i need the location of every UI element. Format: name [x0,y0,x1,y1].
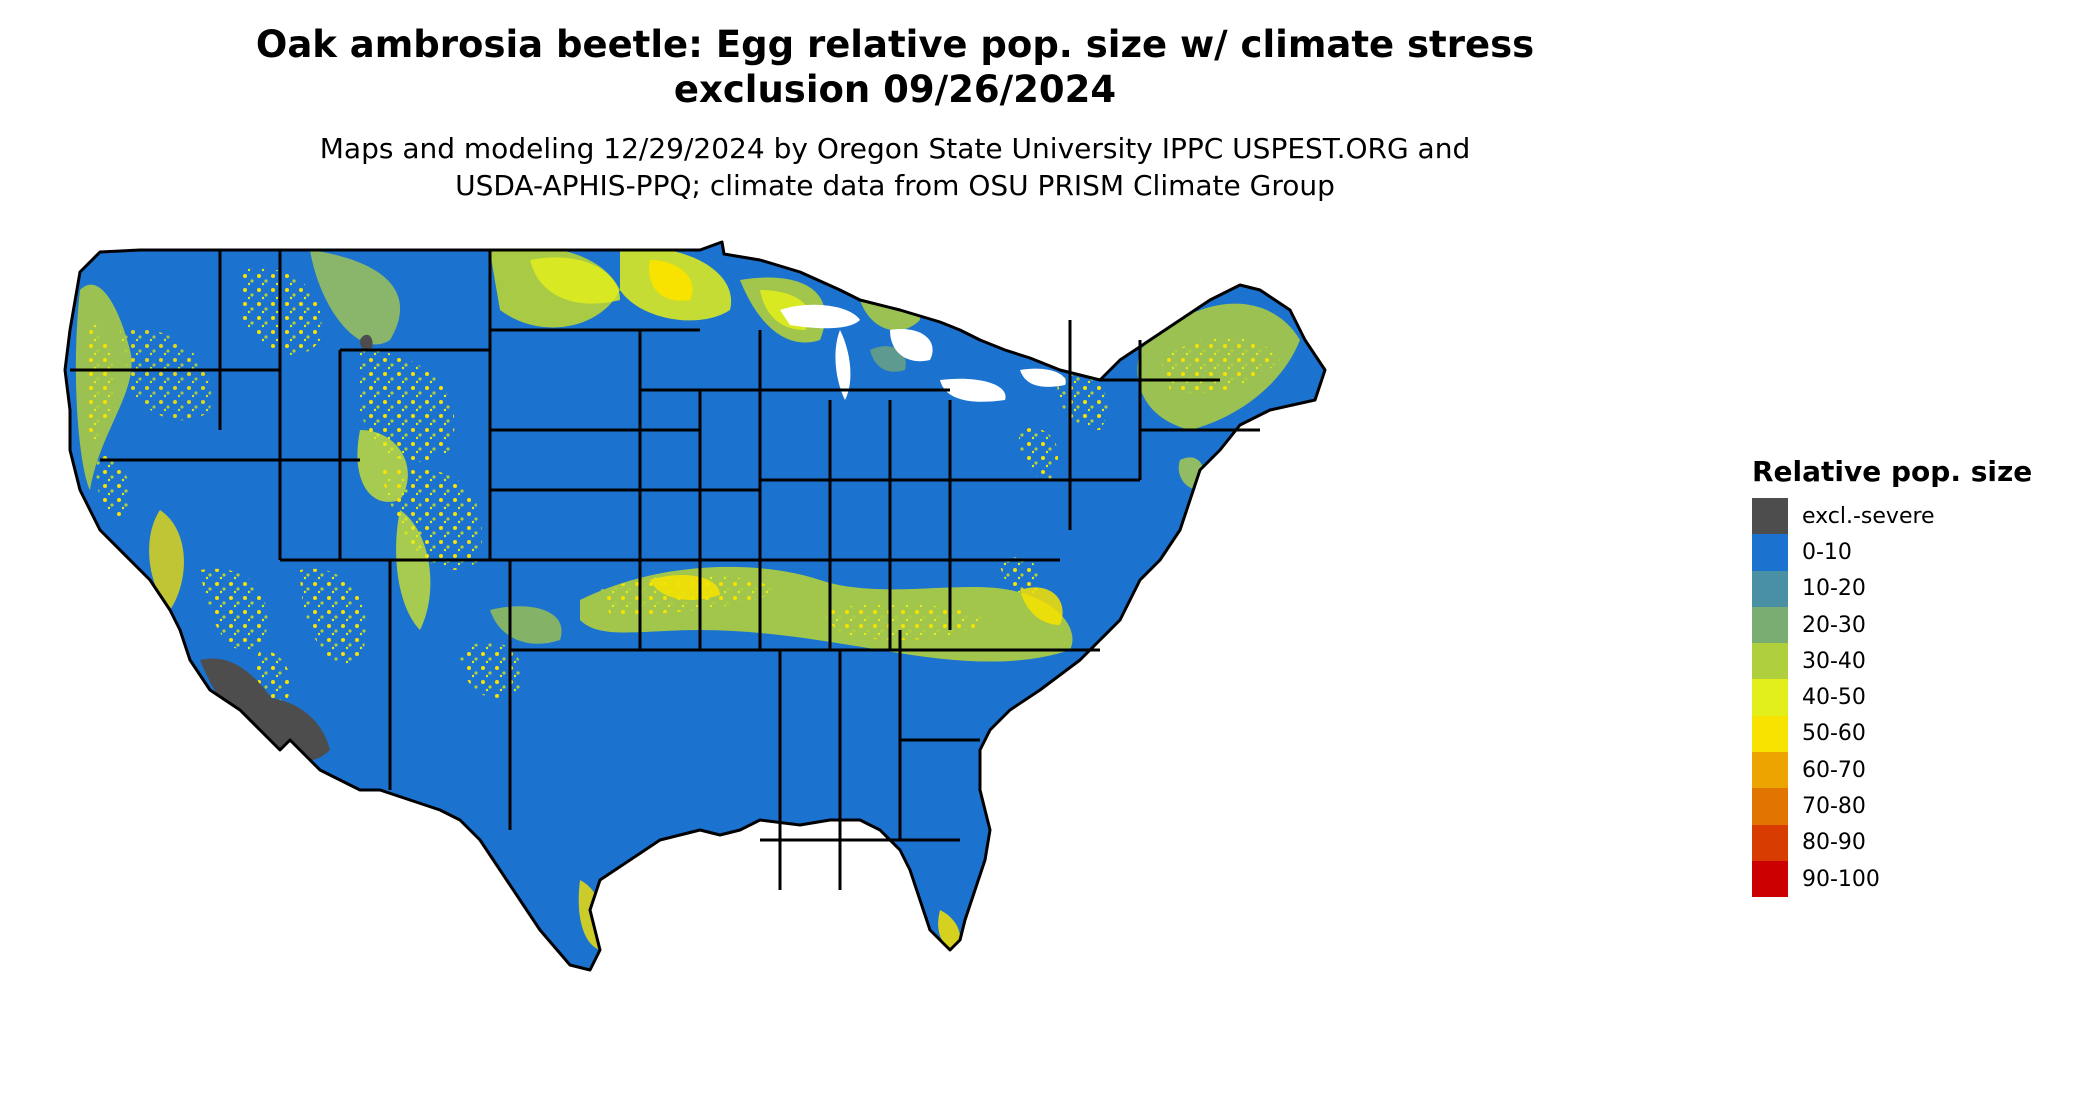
legend-swatch [1752,715,1788,753]
us-map [60,230,1710,1110]
legend-label: 10-20 [1802,576,1866,602]
legend-item: 40-50 [1752,679,2082,716]
legend-label: 60-70 [1802,757,1866,783]
legend-label: 70-80 [1802,794,1866,820]
legend-item: excl.-severe [1752,498,2082,535]
suitability-layer [75,247,1300,950]
legend-swatch [1752,752,1788,789]
map-title: Oak ambrosia beetle: Egg relative pop. s… [255,23,1535,111]
legend-item: 70-80 [1752,788,2082,825]
legend-item: 50-60 [1752,715,2082,753]
legend-label: 90-100 [1802,866,1880,892]
legend-swatch [1752,824,1788,861]
legend-label: 20-30 [1802,612,1866,638]
legend-label: 0-10 [1802,539,1852,565]
legend-item: 10-20 [1752,570,2082,607]
map-subtitle: Maps and modeling 12/29/2024 by Oregon S… [319,132,1471,202]
legend-swatch [1752,679,1788,716]
great-lakes [780,304,1066,402]
legend-label: 40-50 [1802,685,1866,711]
legend-label: 30-40 [1802,648,1866,674]
legend-label: excl.-severe [1802,503,1935,529]
legend-item: 80-90 [1752,824,2082,861]
legend-swatch [1752,570,1788,607]
legend-items: excl.-severe 0-10 10-20 20-30 30-40 40-50 50-6… [1752,498,2082,898]
legend-swatch [1752,860,1788,898]
legend-label: 80-90 [1802,830,1866,856]
legend-item: 90-100 [1752,860,2082,898]
legend: Relative pop. size excl.-severe 0-10 10-20… [1752,455,2082,898]
legend-swatch [1752,643,1788,680]
legend-item: 20-30 [1752,606,2082,644]
legend-swatch [1752,606,1788,644]
legend-item: 60-70 [1752,752,2082,789]
legend-swatch [1752,498,1788,535]
legend-swatch [1752,534,1788,571]
legend-title: Relative pop. size [1752,455,2033,488]
legend-label: 50-60 [1802,721,1866,747]
legend-swatch [1752,788,1788,825]
legend-item: 30-40 [1752,643,2082,680]
legend-item: 0-10 [1752,534,2082,571]
state-borders [63,240,1327,972]
